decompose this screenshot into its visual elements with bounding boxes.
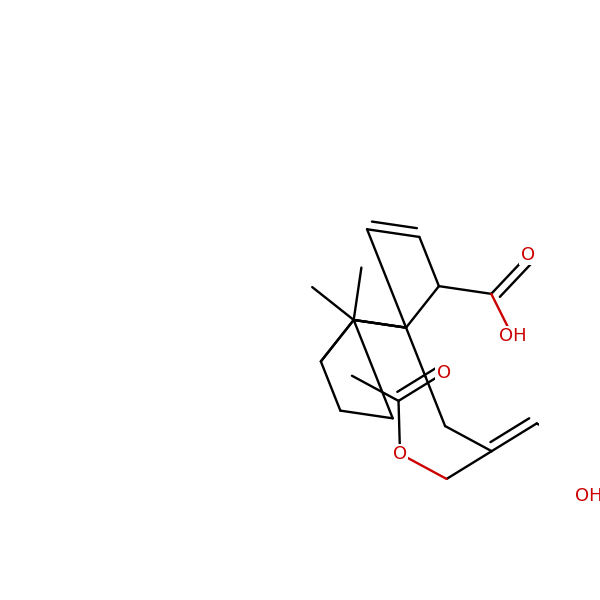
Text: O: O	[521, 247, 535, 265]
Text: OH: OH	[499, 328, 526, 346]
Text: O: O	[437, 364, 451, 382]
Text: OH: OH	[575, 487, 600, 505]
Text: O: O	[393, 445, 407, 463]
